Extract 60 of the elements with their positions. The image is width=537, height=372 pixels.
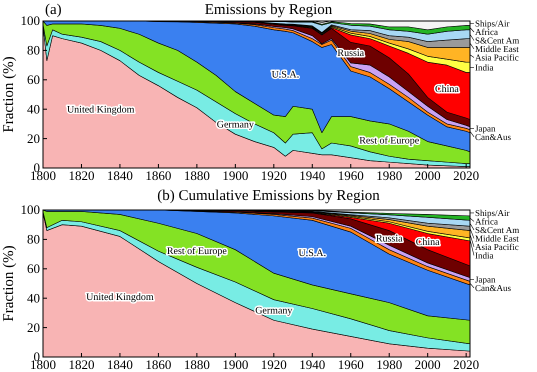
x-tick-label: 1920 xyxy=(260,357,287,372)
x-tick-label: 2000 xyxy=(414,168,441,184)
x-tick-label: 2020 xyxy=(453,357,480,372)
series-label: U.S.A. xyxy=(272,69,300,80)
y-tick-label: 80 xyxy=(27,232,40,247)
x-tick-label: 1820 xyxy=(68,168,94,184)
x-tick-label: 1960 xyxy=(338,168,364,184)
y-tick-label: 40 xyxy=(27,290,40,306)
x-tick-label: 1840 xyxy=(106,168,133,184)
x-tick-label: 2020 xyxy=(453,168,480,184)
series-label: United Kingdom xyxy=(66,104,135,116)
x-tick-label: 1880 xyxy=(184,168,210,184)
legend-label: Middle East xyxy=(475,233,520,244)
y-tick-label: 20 xyxy=(27,320,40,335)
legend-label: Ships/Air xyxy=(475,18,510,28)
x-tick-label: 1860 xyxy=(145,168,172,184)
legend-label: Japan xyxy=(475,274,496,284)
x-tick-label: 1940 xyxy=(299,357,326,372)
x-tick-label: 1820 xyxy=(68,357,94,372)
legend-label: Asia Pacific xyxy=(475,242,519,252)
x-tick-label: 1900 xyxy=(222,357,248,372)
y-axis-title: Fraction (%) xyxy=(1,56,17,133)
chart-title: (b) Cumulative Emissions by Region xyxy=(157,188,380,204)
x-tick-label: 1840 xyxy=(106,357,133,372)
x-tick-label: 1920 xyxy=(260,168,287,184)
legend-label: Asia Pacific xyxy=(475,52,519,62)
legend-label: India xyxy=(475,62,494,72)
legend-label: Africa xyxy=(475,27,498,37)
x-tick-label: 1860 xyxy=(145,357,172,372)
y-tick-label: 80 xyxy=(27,42,40,58)
legend-label: Ships/Air xyxy=(475,208,510,218)
x-tick-label: 2000 xyxy=(414,357,441,372)
y-axis-title: Fraction (%) xyxy=(1,245,17,322)
x-tick-label: 1900 xyxy=(222,168,248,184)
series-label: Germany xyxy=(255,305,292,316)
legend-label: S&Cent Am xyxy=(475,36,520,46)
x-tick-label: 1960 xyxy=(338,357,364,372)
y-tick-label: 60 xyxy=(27,260,40,276)
y-tick-label: 20 xyxy=(27,130,40,146)
x-tick-label: 1980 xyxy=(376,168,402,184)
series-label: China xyxy=(416,237,440,248)
series-label: Rest of Europe xyxy=(166,246,228,257)
legend-label: S&Cent Am xyxy=(475,224,520,235)
series-label: China xyxy=(434,84,460,96)
series-label: India xyxy=(475,250,494,260)
legend-label: Middle East xyxy=(475,44,520,54)
text: (a) xyxy=(45,2,62,18)
y-tick-label: 40 xyxy=(27,101,40,116)
y-tick-label: 100 xyxy=(20,202,40,218)
x-tick-label: 1980 xyxy=(376,357,402,372)
series-label: United Kingdom xyxy=(86,292,154,304)
y-tick-label: 60 xyxy=(27,72,40,87)
y-tick-label: 100 xyxy=(20,13,40,28)
x-tick-label: 1940 xyxy=(299,168,326,184)
legend-label: Japan xyxy=(475,123,496,134)
series-label: Russia xyxy=(376,233,404,244)
x-tick-label: 1880 xyxy=(184,357,210,372)
chart-title: Emissions by Region xyxy=(204,2,333,18)
series-label: Rest of Europe xyxy=(359,136,420,147)
series-label: U.S.A. xyxy=(298,248,326,260)
